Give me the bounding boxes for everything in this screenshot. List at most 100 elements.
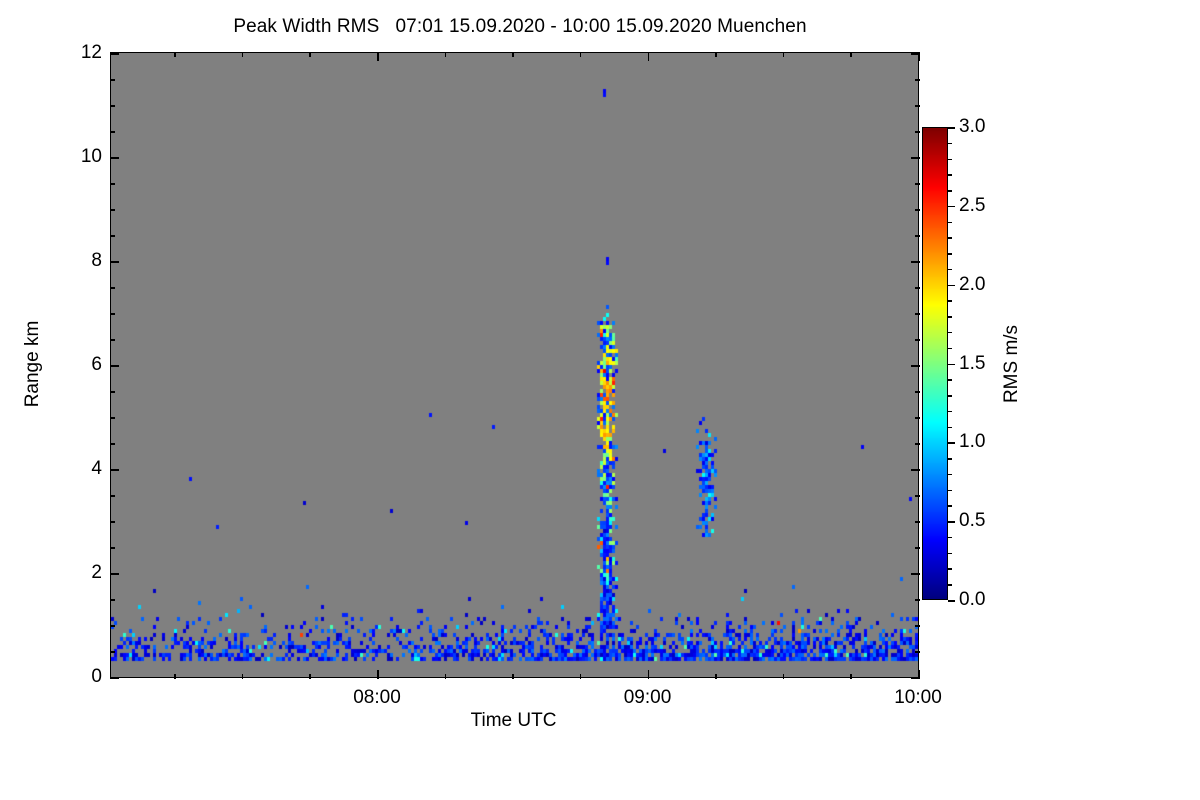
colorbar-tick — [948, 505, 952, 507]
y-tick-right — [914, 235, 920, 237]
y-tick-label: 12 — [80, 42, 102, 63]
y-tick — [109, 235, 115, 237]
y-tick — [109, 261, 119, 263]
colorbar-tick — [948, 253, 952, 255]
colorbar-tick-label: 2.0 — [959, 273, 986, 295]
y-tick-right — [914, 495, 920, 497]
colorbar-tick — [948, 442, 955, 444]
colorbar-tick-label: 2.5 — [959, 194, 986, 216]
colorbar-tick — [948, 489, 952, 492]
y-tick-right — [914, 625, 920, 627]
x-tick — [512, 673, 514, 679]
y-tick-right — [914, 339, 920, 341]
y-tick-right — [914, 209, 920, 211]
y-tick-right — [914, 131, 920, 133]
x-tick-label: 09:00 — [623, 687, 672, 708]
y-tick — [109, 443, 115, 445]
plot-area[interactable]: 0 2 4 6 8 10 12 08:00 09:00 10:00 — [81, 42, 942, 708]
x-tick-top — [918, 51, 920, 61]
y-tick-right — [914, 183, 920, 185]
x-tick — [309, 673, 311, 679]
y-tick-label: 6 — [91, 354, 102, 375]
colorbar-tick — [948, 395, 952, 397]
y-tick-right — [914, 651, 920, 653]
x-tick-top — [309, 51, 311, 57]
colorbar-tick — [948, 410, 952, 413]
y-tick — [109, 53, 119, 55]
colorbar-tick — [948, 300, 952, 302]
y-tick — [109, 287, 115, 289]
colorbar-tick — [948, 347, 952, 350]
x-tick-top — [377, 51, 379, 61]
colorbar-tick — [948, 268, 952, 271]
y-tick-right — [914, 105, 920, 107]
colorbar[interactable]: 0.0 0.5 1.0 1.5 2.0 2.5 3.0 — [922, 116, 985, 610]
colorbar-tick — [948, 174, 952, 176]
y-tick — [109, 573, 119, 575]
y-tick — [109, 599, 115, 601]
x-tick — [715, 673, 717, 679]
y-tick-right — [914, 417, 920, 419]
colorbar-tick — [948, 158, 952, 161]
colorbar-tick — [948, 473, 952, 476]
x-tick — [918, 669, 920, 679]
y-tick — [109, 547, 115, 549]
y-tick — [109, 677, 119, 679]
x-tick-top — [782, 51, 785, 57]
y-tick — [109, 339, 115, 341]
x-tick-top — [241, 51, 244, 57]
y-tick-label: 8 — [91, 250, 102, 271]
colorbar-tick — [948, 316, 952, 318]
x-tick-label: 08:00 — [353, 687, 401, 708]
y-tick — [109, 651, 115, 653]
colorbar-tick — [948, 552, 952, 555]
y-tick — [109, 417, 115, 419]
y-tick-right — [910, 469, 920, 471]
colorbar-tick — [948, 600, 955, 602]
x-tick-top — [512, 51, 514, 57]
colorbar-tick — [948, 127, 955, 129]
x-tick-top — [647, 51, 649, 61]
y-tick — [109, 521, 115, 523]
colorbar-tick-label: 1.0 — [959, 431, 986, 453]
x-axis-label: Time UTC — [470, 710, 557, 731]
y-tick-right — [914, 599, 920, 601]
y-tick-label: 0 — [91, 666, 102, 687]
colorbar-tick — [948, 379, 952, 381]
colorbar-tick-label: 0.5 — [959, 510, 986, 532]
colorbar-tick-label: 1.5 — [959, 352, 986, 374]
colorbar-tick-label: 3.0 — [959, 116, 986, 137]
x-tick — [174, 673, 176, 679]
colorbar-label: RMS m/s — [1001, 324, 1022, 404]
colorbar-tick — [948, 205, 955, 208]
y-tick — [109, 313, 115, 315]
x-tick — [647, 669, 649, 679]
colorbar-tick — [948, 331, 952, 334]
colorbar-tick — [948, 237, 952, 239]
y-tick-right — [914, 443, 920, 445]
y-tick — [109, 391, 115, 393]
y-tick-right — [914, 391, 920, 393]
y-tick-label: 2 — [91, 562, 102, 583]
x-tick — [377, 669, 379, 679]
colorbar-tick — [948, 458, 952, 460]
colorbar-tick — [948, 426, 952, 429]
y-tick-right — [910, 677, 920, 679]
y-tick-label: 4 — [91, 458, 102, 479]
y-tick — [109, 105, 115, 107]
x-tick — [579, 673, 582, 679]
y-tick — [109, 79, 115, 81]
colorbar-tick-label: 0.0 — [959, 589, 986, 610]
x-tick — [850, 673, 852, 679]
colorbar-tick — [948, 521, 955, 523]
y-tick — [109, 183, 115, 185]
y-tick-right — [910, 365, 920, 367]
colorbar-tick — [948, 284, 955, 287]
y-tick — [109, 131, 115, 133]
y-tick — [109, 209, 115, 211]
y-tick-right — [914, 79, 920, 81]
x-tick — [241, 673, 244, 679]
x-tick-top — [715, 51, 717, 57]
y-tick — [109, 365, 119, 367]
y-tick-right — [910, 53, 920, 55]
